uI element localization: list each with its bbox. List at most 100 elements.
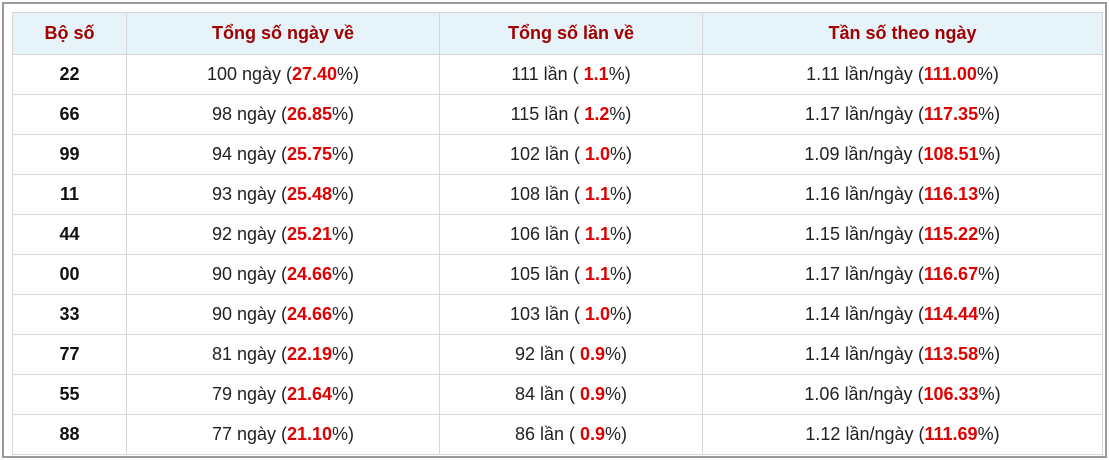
cell-text: 1.14 lần/ngày ( — [804, 344, 925, 364]
percent-value: 116.67 — [924, 264, 979, 284]
stat-cell: 100 ngày (27.40%) — [126, 54, 440, 95]
number-cell: 99 — [12, 134, 127, 175]
cell-text: 115 lần ( — [510, 104, 585, 124]
cell-text: %) — [610, 144, 633, 164]
stat-cell: 115 lần ( 1.2%) — [439, 94, 703, 135]
stat-cell: 1.09 lần/ngày (108.51%) — [702, 134, 1103, 175]
cell-text: 106 lần ( — [509, 224, 586, 244]
cell-text: %) — [605, 424, 628, 444]
stat-cell: 103 lần ( 1.0%) — [439, 294, 703, 335]
cell-text: 1.17 lần/ngày ( — [804, 104, 925, 124]
percent-value: 115.22 — [924, 224, 979, 244]
table-row: 00 90 ngày (24.66%) 105 lần ( 1.1%) 1.17 lầ… — [12, 254, 1103, 295]
cell-text: %) — [978, 144, 1001, 164]
stat-cell: 1.06 lần/ngày (106.33%) — [702, 374, 1103, 415]
percent-value: 0.9 — [580, 344, 606, 364]
cell-text: 108 lần ( — [509, 184, 586, 204]
number-cell: 33 — [12, 294, 127, 335]
header-row: Bộ số Tổng số ngày về Tổng số lần về Tần số… — [12, 12, 1103, 55]
number-cell: 66 — [12, 94, 127, 135]
stat-cell: 93 ngày (25.48%) — [126, 174, 440, 215]
percent-value: 111.69 — [924, 424, 978, 444]
percent-value: 1.1 — [583, 64, 609, 84]
cell-text: 90 ngày ( — [211, 264, 287, 284]
cell-text: 86 lần ( — [514, 424, 580, 444]
cell-text: 100 ngày ( — [206, 64, 292, 84]
percent-value: 117.35 — [924, 104, 979, 124]
cell-text: %) — [332, 344, 355, 364]
stat-cell: 105 lần ( 1.1%) — [439, 254, 703, 295]
stat-cell: 1.14 lần/ngày (113.58%) — [702, 334, 1103, 375]
percent-value: 21.64 — [287, 384, 333, 404]
table-row: 33 90 ngày (24.66%) 103 lần ( 1.0%) 1.14 lầ… — [12, 294, 1103, 335]
stat-cell: 94 ngày (25.75%) — [126, 134, 440, 175]
percent-value: 1.1 — [585, 264, 611, 284]
cell-text: %) — [332, 264, 355, 284]
stat-cell: 77 ngày (21.10%) — [126, 414, 440, 455]
cell-text: %) — [609, 104, 632, 124]
percent-value: 24.66 — [287, 264, 333, 284]
stat-cell: 1.14 lần/ngày (114.44%) — [702, 294, 1103, 335]
cell-text: %) — [978, 184, 1001, 204]
percent-value: 22.19 — [287, 344, 333, 364]
number-cell: 22 — [12, 54, 127, 95]
cell-text: 92 ngày ( — [211, 224, 287, 244]
cell-text: %) — [332, 224, 355, 244]
stat-cell: 106 lần ( 1.1%) — [439, 214, 703, 255]
table-body: 22 100 ngày (27.40%) 111 lần ( 1.1%) 1.11 l… — [12, 54, 1103, 455]
stat-cell: 1.17 lần/ngày (117.35%) — [702, 94, 1103, 135]
stat-cell: 92 lần ( 0.9%) — [439, 334, 703, 375]
percent-value: 27.40 — [292, 64, 338, 84]
table-row: 88 77 ngày (21.10%) 86 lần ( 0.9%) 1.12 lần… — [12, 414, 1103, 455]
stat-cell: 111 lần ( 1.1%) — [439, 54, 703, 95]
cell-text: %) — [605, 344, 628, 364]
percent-value: 25.48 — [287, 184, 333, 204]
table-row: 55 79 ngày (21.64%) 84 lần ( 0.9%) 1.06 lần… — [12, 374, 1103, 415]
stat-cell: 81 ngày (22.19%) — [126, 334, 440, 375]
table-row: 44 92 ngày (25.21%) 106 lần ( 1.1%) 1.15 lầ… — [12, 214, 1103, 255]
cell-text: 1.11 lần/ngày ( — [806, 64, 924, 84]
cell-text: %) — [332, 424, 355, 444]
number-cell: 88 — [12, 414, 127, 455]
stat-cell: 1.15 lần/ngày (115.22%) — [702, 214, 1103, 255]
stat-cell: 1.17 lần/ngày (116.67%) — [702, 254, 1103, 295]
cell-text: 92 lần ( — [514, 344, 580, 364]
cell-text: %) — [978, 304, 1001, 324]
cell-text: %) — [332, 384, 355, 404]
stat-cell: 90 ngày (24.66%) — [126, 254, 440, 295]
cell-text: %) — [978, 384, 1001, 404]
percent-value: 1.0 — [585, 144, 611, 164]
cell-text: %) — [978, 104, 1001, 124]
cell-text: 111 lần ( — [511, 64, 584, 84]
cell-text: %) — [332, 144, 355, 164]
stat-cell: 92 ngày (25.21%) — [126, 214, 440, 255]
stat-cell: 102 lần ( 1.0%) — [439, 134, 703, 175]
cell-text: 1.16 lần/ngày ( — [804, 184, 925, 204]
cell-text: 102 lần ( — [509, 144, 586, 164]
header-cell: Tần số theo ngày — [702, 12, 1103, 55]
cell-text: 103 lần ( — [509, 304, 586, 324]
cell-text: 1.09 lần/ngày ( — [804, 144, 924, 164]
percent-value: 1.1 — [585, 224, 611, 244]
table-row: 99 94 ngày (25.75%) 102 lần ( 1.0%) 1.09 lầ… — [12, 134, 1103, 175]
cell-text: %) — [332, 104, 355, 124]
cell-text: 1.12 lần/ngày ( — [805, 424, 925, 444]
cell-text: 1.06 lần/ngày ( — [804, 384, 924, 404]
percent-value: 1.2 — [584, 104, 610, 124]
cell-text: %) — [978, 224, 1001, 244]
cell-text: %) — [605, 384, 628, 404]
table-row: 66 98 ngày (26.85%) 115 lần ( 1.2%) 1.17 lầ… — [12, 94, 1103, 135]
cell-text: %) — [978, 344, 1001, 364]
cell-text: %) — [608, 64, 631, 84]
table-row: 11 93 ngày (25.48%) 108 lần ( 1.1%) 1.16 lầ… — [12, 174, 1103, 215]
cell-text: %) — [610, 184, 633, 204]
percent-value: 1.0 — [585, 304, 611, 324]
cell-text: %) — [978, 264, 1001, 284]
stat-cell: 84 lần ( 0.9%) — [439, 374, 703, 415]
cell-text: %) — [976, 64, 999, 84]
cell-text: %) — [977, 424, 1000, 444]
cell-text: 94 ngày ( — [211, 144, 287, 164]
cell-text: 84 lần ( — [514, 384, 580, 404]
cell-text: 1.14 lần/ngày ( — [804, 304, 925, 324]
